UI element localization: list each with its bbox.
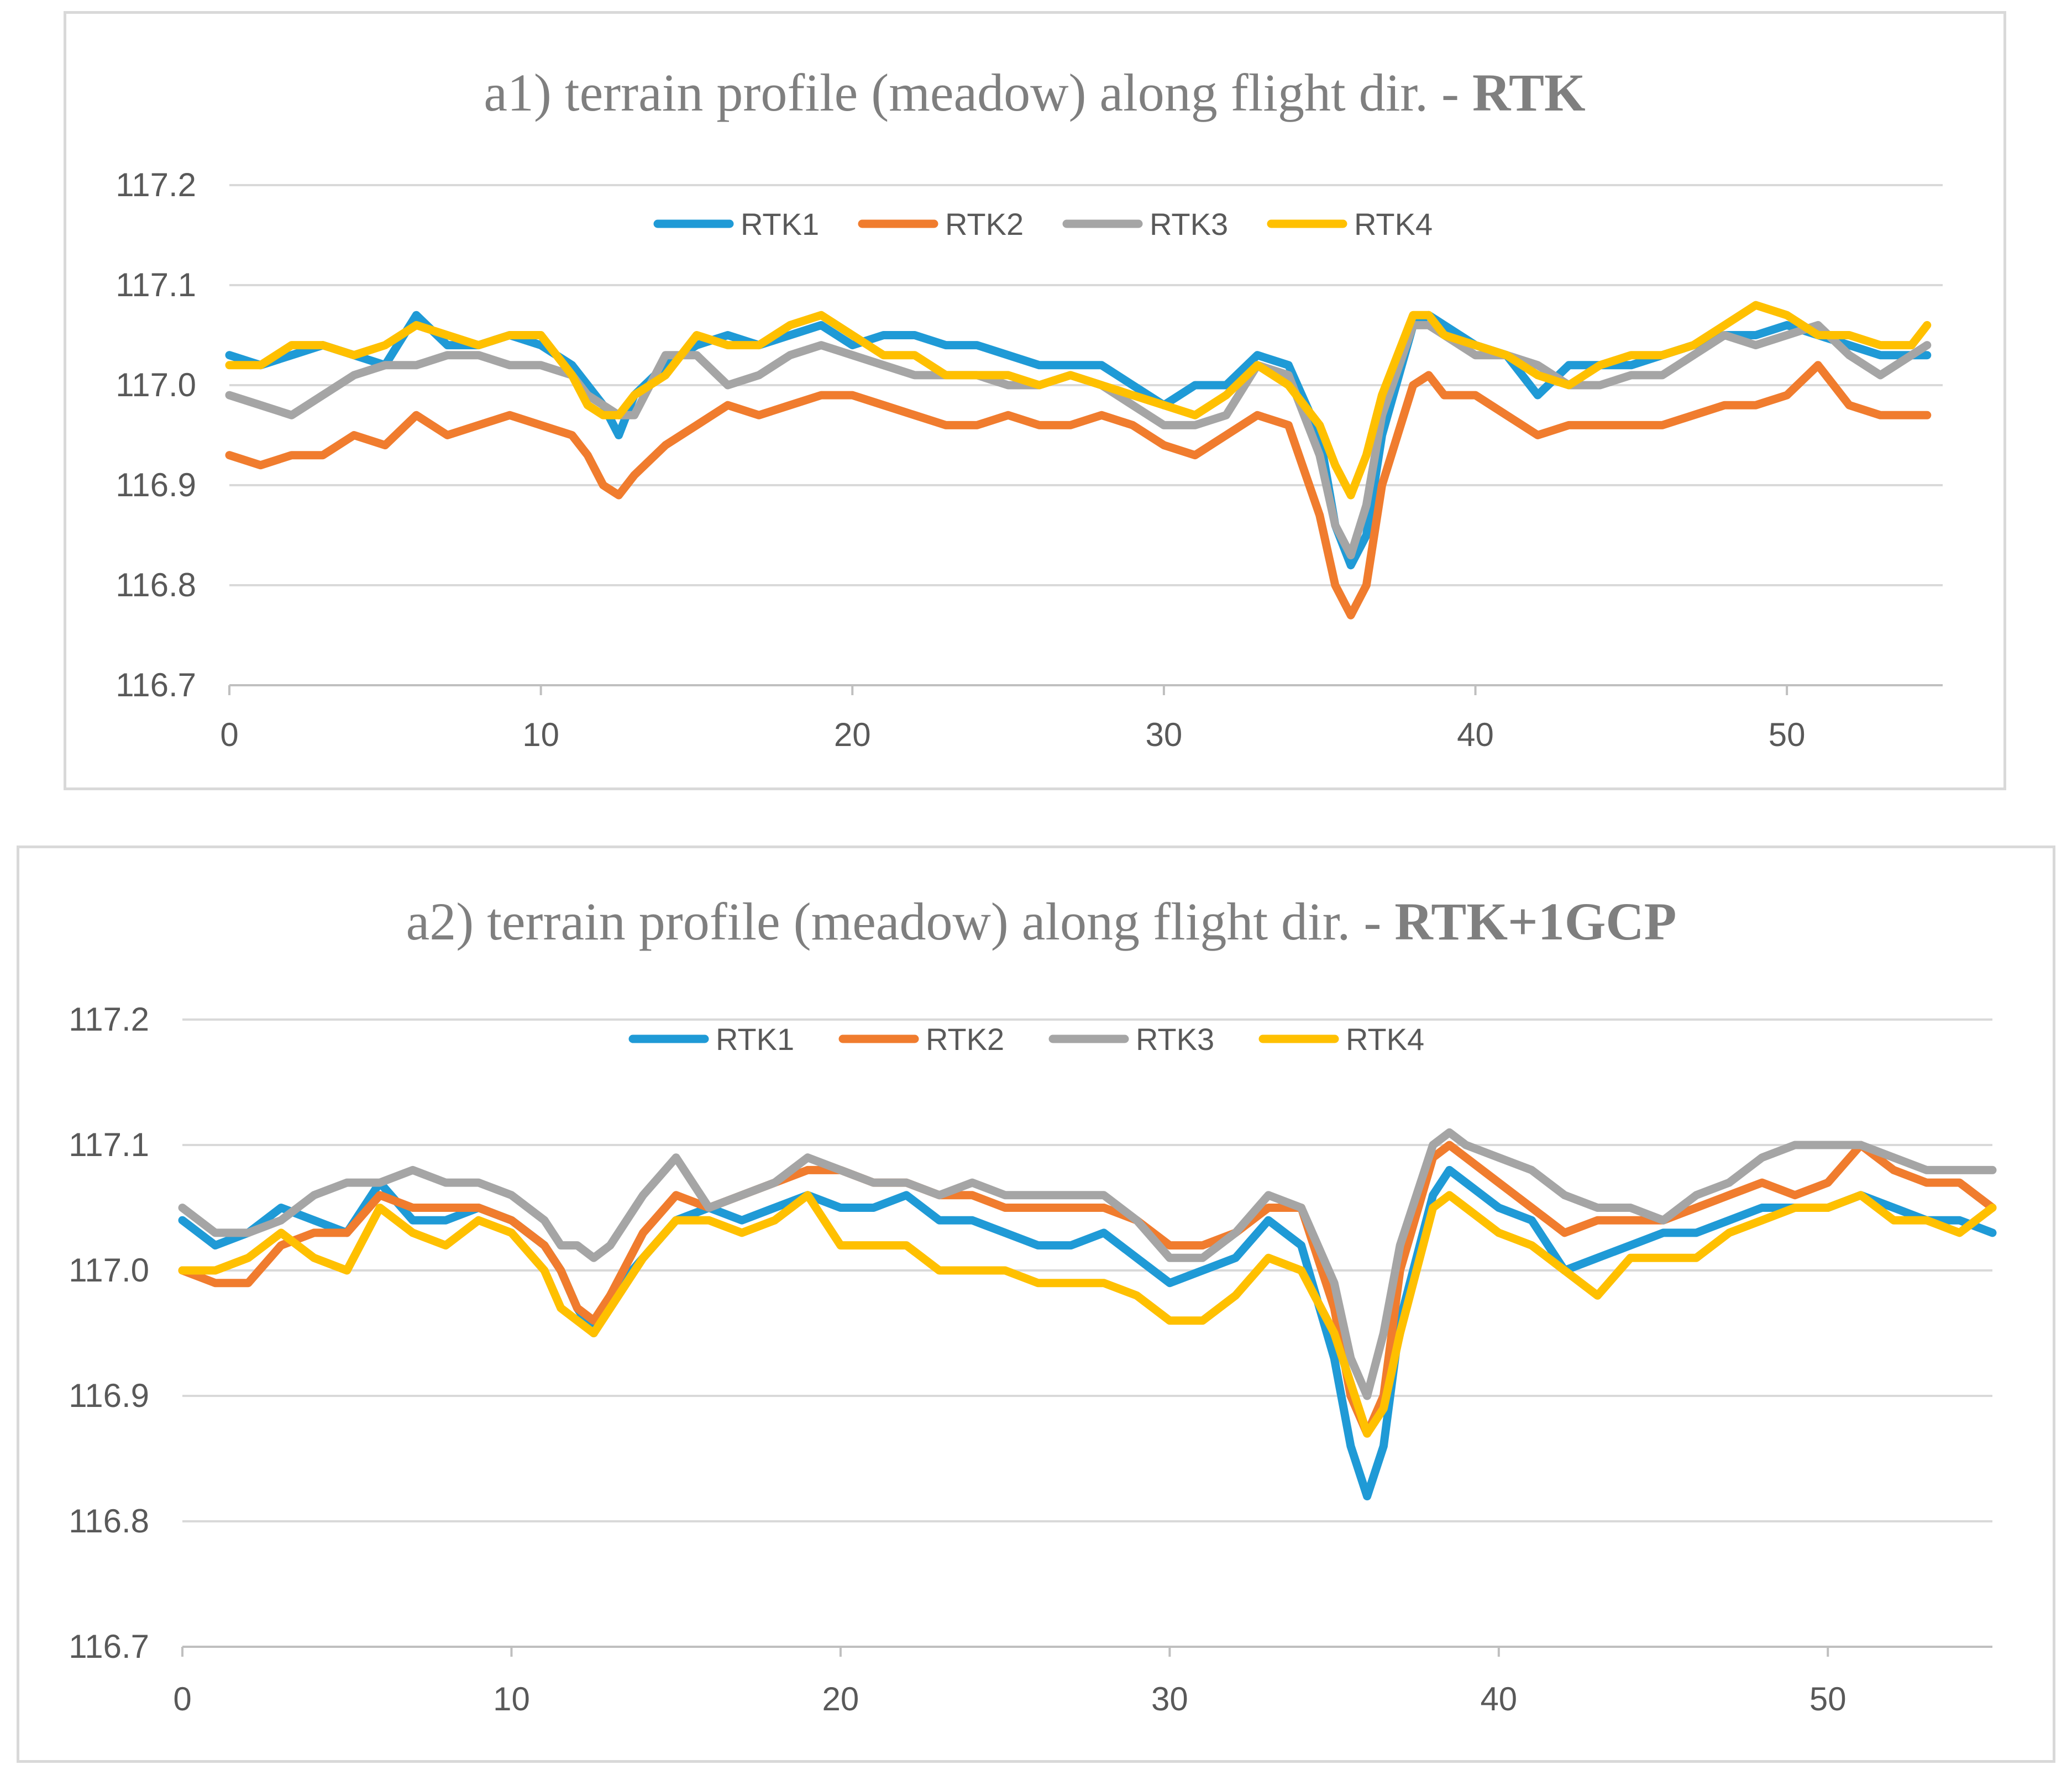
y-tick-label: 116.8 (116, 566, 196, 603)
series-line-rtk4 (178, 1191, 1997, 1438)
series-line-rtk1 (178, 1165, 1997, 1501)
x-tick-label: 20 (822, 1680, 859, 1718)
chart-title: a1) terrain profile (meadow) along fligh… (484, 63, 1585, 122)
x-tick-label: 30 (1146, 716, 1183, 753)
series-line-rtk2 (225, 361, 1932, 619)
chart-panel-a1: a1) terrain profile (meadow) along fligh… (64, 11, 2006, 790)
y-tick-label: 117.0 (69, 1252, 149, 1289)
chart-panel-a2: a2) terrain profile (meadow) along fligh… (17, 845, 2055, 1763)
chart-title: a2) terrain profile (meadow) along fligh… (406, 892, 1677, 951)
y-tick-label: 117.0 (116, 366, 196, 403)
legend-label-rtk3: RTK3 (1136, 1022, 1214, 1057)
y-tick-label: 116.8 (69, 1503, 149, 1540)
y-tick-label: 116.7 (69, 1628, 149, 1665)
y-tick-label: 116.9 (116, 466, 196, 503)
legend-label-rtk1: RTK1 (716, 1022, 794, 1057)
chart-title-bold: RTK+1GCP (1394, 892, 1676, 951)
y-tick-label: 117.1 (116, 266, 196, 303)
legend-label-rtk4: RTK4 (1354, 207, 1433, 241)
x-tick-label: 40 (1457, 716, 1494, 753)
series-line-rtk1 (225, 311, 1932, 570)
x-tick-label: 50 (1769, 716, 1806, 753)
y-tick-label: 117.1 (69, 1126, 149, 1163)
chart-title-bold: RTK (1472, 63, 1586, 122)
x-tick-label: 0 (173, 1680, 191, 1718)
x-tick-label: 30 (1151, 1680, 1188, 1718)
x-tick-label: 0 (220, 716, 238, 753)
chart-title-text: a1) terrain profile (meadow) along fligh… (484, 63, 1472, 122)
legend-label-rtk4: RTK4 (1346, 1022, 1424, 1057)
x-tick-label: 10 (522, 716, 559, 753)
chart-a2-svg: a2) terrain profile (meadow) along fligh… (69, 892, 1997, 1718)
legend-label-rtk2: RTK2 (926, 1022, 1004, 1057)
x-tick-label: 40 (1480, 1680, 1517, 1718)
series-line-rtk3 (178, 1128, 1997, 1400)
chart-title-text: a2) terrain profile (meadow) along fligh… (406, 892, 1395, 951)
y-tick-label: 117.2 (69, 1001, 149, 1038)
x-tick-label: 10 (493, 1680, 530, 1718)
x-tick-label: 50 (1809, 1680, 1847, 1718)
series-line-rtk3 (225, 321, 1932, 560)
chart-a1-svg: a1) terrain profile (meadow) along fligh… (116, 63, 1943, 753)
y-tick-label: 116.9 (69, 1377, 149, 1414)
x-tick-label: 20 (834, 716, 871, 753)
legend-label-rtk2: RTK2 (945, 207, 1024, 241)
y-tick-label: 117.2 (116, 166, 196, 203)
y-tick-label: 116.7 (116, 666, 196, 703)
series-line-rtk4 (225, 301, 1932, 500)
legend-label-rtk3: RTK3 (1150, 207, 1228, 241)
legend-label-rtk1: RTK1 (741, 207, 819, 241)
